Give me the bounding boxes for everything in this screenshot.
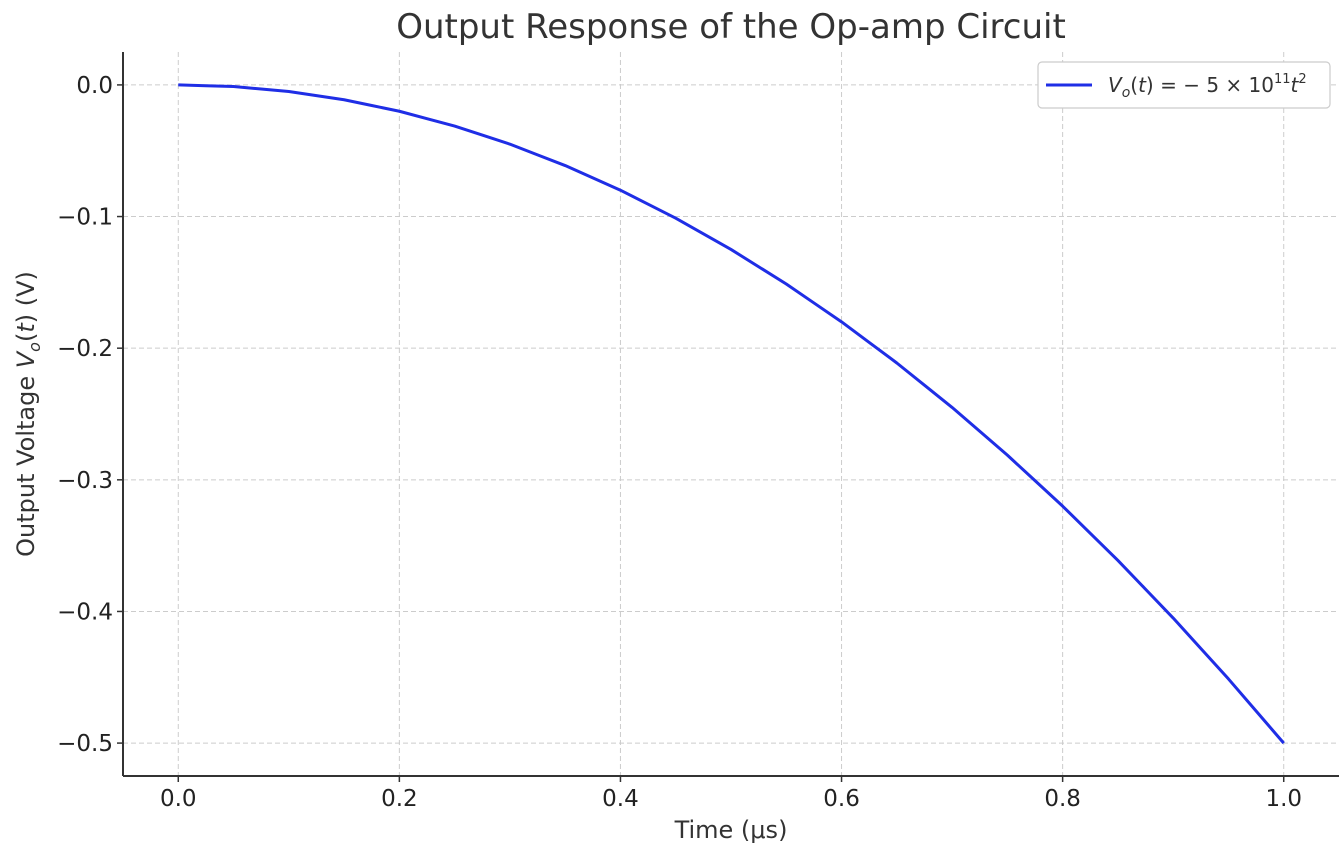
x-tick-label-4: 0.8 xyxy=(1044,786,1081,812)
legend: Vo(t) = − 5 × 1011t2 xyxy=(1037,61,1331,109)
x-tick-label-5: 1.0 xyxy=(1265,786,1302,812)
y-tick-label-4: −0.4 xyxy=(57,599,113,625)
y-axis-label: Output Voltage Vo(t) (V) xyxy=(12,271,44,557)
x-tick-label-3: 0.6 xyxy=(823,786,860,812)
chart-title: Output Response of the Op-amp Circuit xyxy=(396,7,1066,47)
x-tick-label-1: 0.2 xyxy=(381,786,418,812)
y-tick-label-2: −0.2 xyxy=(57,336,113,362)
y-tick-label-5: −0.5 xyxy=(57,731,113,757)
legend-label: Vo(t) = − 5 × 1011t2 xyxy=(1108,72,1307,101)
legend-frame xyxy=(1037,61,1331,109)
series-line-0 xyxy=(178,83,1285,745)
x-tick-label-2: 0.4 xyxy=(602,786,639,812)
x-axis-label: Time (μs) xyxy=(674,816,788,844)
x-tick-label-0: 0.0 xyxy=(160,786,197,812)
y-tick-label-3: −0.3 xyxy=(57,468,113,494)
y-tick-label-0: 0.0 xyxy=(76,73,113,99)
y-tick-label-1: −0.1 xyxy=(57,205,113,231)
